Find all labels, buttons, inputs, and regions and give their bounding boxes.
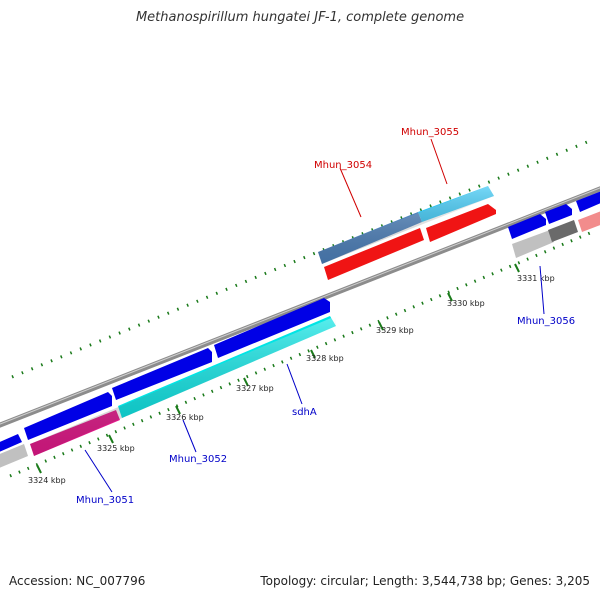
cog-shade bbox=[318, 186, 494, 264]
genome-backbone bbox=[0, 186, 600, 428]
gene-darkgray-cog[interactable] bbox=[548, 220, 578, 242]
genome-backbone-highlight bbox=[0, 187, 600, 425]
gene-forward[interactable] bbox=[576, 190, 600, 212]
gene-forward[interactable] bbox=[214, 298, 330, 358]
gene-label-mhun-3054[interactable]: Mhun_3054 bbox=[314, 160, 372, 171]
gene-forward[interactable] bbox=[545, 204, 572, 224]
cog-shade bbox=[30, 316, 336, 456]
gene-mhun-3054-strand[interactable] bbox=[324, 228, 424, 280]
topology-footer: Topology: circular; Length: 3,544,738 bp… bbox=[260, 574, 590, 588]
kbp-label: 3331 kbp bbox=[517, 274, 555, 283]
gene-label-mhun-3055[interactable]: Mhun_3055 bbox=[401, 127, 459, 138]
outer-scale-ticks bbox=[11, 138, 593, 379]
label-leaders bbox=[84, 138, 545, 493]
forward-strand-genes bbox=[0, 190, 600, 452]
kbp-label: 3327 kbp bbox=[236, 384, 274, 393]
cog-track-lower bbox=[0, 204, 600, 468]
gene-mhun-3055-strand[interactable] bbox=[426, 204, 496, 242]
gene-pink-cog[interactable] bbox=[578, 210, 600, 232]
genome-title: Methanospirillum hungatei JF-1, complete… bbox=[135, 10, 465, 25]
kbp-label: 3328 kbp bbox=[306, 354, 344, 363]
gene-gray-cog[interactable] bbox=[512, 230, 554, 258]
gene-label-sdha[interactable]: sdhA bbox=[292, 407, 317, 418]
kbp-label: 3330 kbp bbox=[447, 299, 485, 308]
kbp-label: 3329 kbp bbox=[376, 326, 414, 335]
major-ticks bbox=[36, 263, 520, 474]
kbp-label: 3326 kbp bbox=[166, 413, 204, 422]
gene-forward[interactable] bbox=[508, 214, 546, 239]
gene-forward[interactable] bbox=[0, 434, 22, 452]
cog-track-upper bbox=[318, 186, 494, 264]
kbp-label: 3324 kbp bbox=[28, 476, 66, 485]
kbp-label: 3325 kbp bbox=[97, 444, 135, 453]
accession-footer: Accession: NC_007796 bbox=[9, 574, 146, 588]
gene-gray-cog[interactable] bbox=[0, 444, 28, 468]
gene-label-mhun-3051[interactable]: Mhun_3051 bbox=[76, 495, 134, 506]
gene-forward[interactable] bbox=[24, 392, 112, 440]
gene-label-mhun-3052[interactable]: Mhun_3052 bbox=[169, 454, 227, 465]
gene-label-mhun-3056[interactable]: Mhun_3056 bbox=[517, 316, 575, 327]
inner-scale-ticks bbox=[9, 231, 591, 478]
gene-forward[interactable] bbox=[112, 348, 212, 400]
